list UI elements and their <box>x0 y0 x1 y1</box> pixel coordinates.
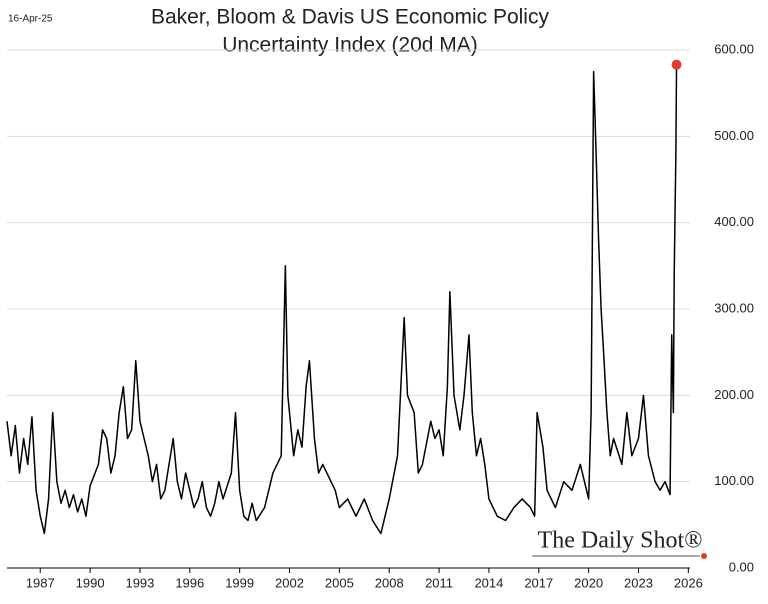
x-tick-label: 1987 <box>26 575 55 590</box>
x-tick-label: 2008 <box>375 575 404 590</box>
line <box>6 64 678 535</box>
y-tick-label: 0.00 <box>729 559 754 574</box>
x-tick-label: 2011 <box>425 575 453 590</box>
chart-title: Uncertainty Index (20d MA) <box>222 34 478 57</box>
x-tick-label: 2002 <box>275 575 304 590</box>
date-label: 16-Apr-25 <box>8 14 53 25</box>
x-tick-label: 1993 <box>125 575 154 590</box>
x-tick-label: 1999 <box>225 575 254 590</box>
x-tick-label: 2020 <box>574 575 603 590</box>
y-tick-label: 100.00 <box>714 473 754 488</box>
x-tick-label: 2023 <box>624 575 653 590</box>
watermark: The Daily Shot® <box>538 528 703 554</box>
y-tick-label: 400.00 <box>714 214 754 229</box>
watermark-dot <box>701 553 707 559</box>
x-tick-label: 2005 <box>325 575 354 590</box>
y-tick-label: 300.00 <box>714 300 754 315</box>
last-point <box>671 59 682 70</box>
x-tick-label: 2017 <box>524 575 553 590</box>
x-tick-label: 1990 <box>76 575 105 590</box>
x-tick-label: 2014 <box>474 575 503 590</box>
y-tick-label: 500.00 <box>714 128 754 143</box>
x-tick-label: 1996 <box>175 575 204 590</box>
x-tick-label: 2026 <box>674 575 703 590</box>
y-tick-label: 200.00 <box>714 387 754 402</box>
chart-title: Baker, Bloom & Davis US Economic Policy <box>151 6 549 29</box>
y-tick-label: 600.00 <box>714 41 754 56</box>
